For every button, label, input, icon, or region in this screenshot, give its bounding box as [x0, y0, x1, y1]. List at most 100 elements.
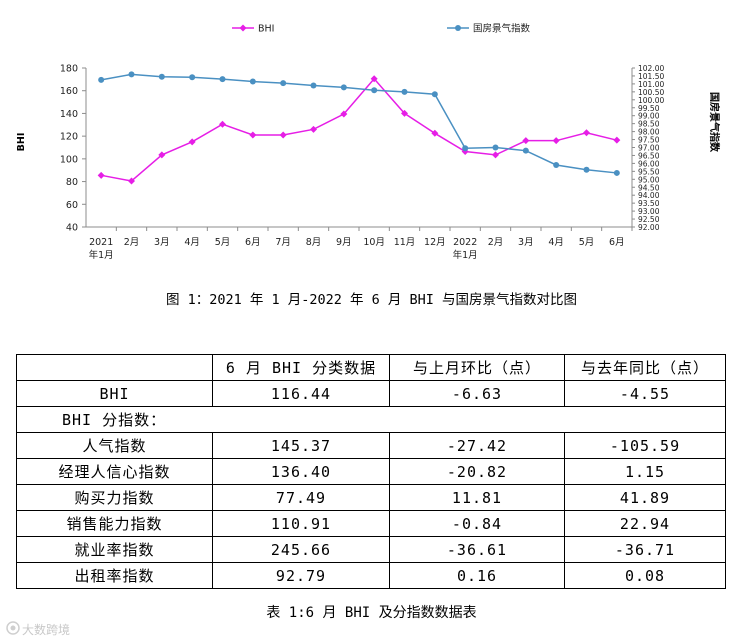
y-right-tick-label: 95.50: [638, 167, 660, 176]
watermark-text: 大数跨境: [22, 623, 71, 637]
watermark-logo-icon: [6, 621, 20, 635]
table-cell: -36.71: [564, 536, 726, 563]
table-row: 经理人信心指数 136.40 -20.82 1.15: [16, 458, 726, 485]
x-tick-label: 5月: [215, 237, 231, 248]
table-row: 购买力指数 77.49 11.81 41.89: [16, 484, 726, 511]
x-tick-label: 6月: [245, 237, 261, 248]
y-right-axis-title: 国房景气指数: [708, 92, 721, 153]
table-caption: 表 1:6 月 BHI 及分指数数据表: [266, 605, 477, 621]
y-right-tick-label: 92.50: [638, 215, 660, 224]
table-cell: -0.84: [389, 510, 565, 537]
section-label: BHI 分指数：: [16, 406, 390, 433]
series-2-point: [280, 80, 287, 87]
table-cell: 110.91: [212, 510, 390, 537]
x-tick-label: 7月: [275, 237, 291, 248]
y-left-tick-label: 160: [60, 86, 78, 97]
table-cell: 0.08: [564, 562, 726, 589]
table-cell: 245.66: [212, 536, 390, 563]
y-left-tick-label: 60: [66, 200, 78, 211]
series-2-point: [98, 76, 105, 83]
table-cell: -105.59: [564, 432, 726, 459]
x-tick-label: 11月: [394, 237, 416, 248]
series-2-point: [431, 91, 438, 98]
series-2-point: [189, 74, 196, 81]
section-empty: [389, 406, 726, 433]
table-cell: 1.15: [564, 458, 726, 485]
row-label: 人气指数: [16, 432, 213, 459]
figure-caption: 图 1：2021 年 1 月-2022 年 6 月 BHI 与国房景气指数对比图: [165, 292, 578, 308]
series-2-point: [371, 87, 378, 94]
series-1-point: [310, 125, 317, 133]
table-row: 销售能力指数 110.91 -0.84 22.94: [16, 510, 726, 537]
bhi-comparison-chart: 40 60 80 100 120 140 160 180 92.0092.5093.0093.5…: [16, 23, 721, 262]
series-2-point: [158, 73, 165, 80]
y-left-tick-label: 40: [66, 223, 78, 234]
bhi-data-table: 6 月 BHI 分类数据 与上月环比（点） 与去年同比（点） BHI 116.4…: [16, 354, 726, 589]
y-left-tick-label: 120: [60, 132, 78, 143]
series-1-point: [370, 75, 378, 83]
y-right-tick-label: 93.00: [638, 207, 660, 216]
x-tick-label: 3月: [154, 237, 170, 248]
table-row-bhi: BHI 116.44 -6.63 -4.55: [16, 380, 726, 407]
y-right-tick-label: 99.00: [638, 112, 660, 121]
series-2-point: [492, 144, 499, 151]
table-cell: -36.61: [389, 536, 565, 563]
y-right-tick-label: 98.50: [638, 120, 660, 129]
table-cell: 22.94: [564, 510, 726, 537]
table-section-row: BHI 分指数：: [16, 406, 726, 433]
table-cell: 0.16: [389, 562, 565, 589]
x-tick-label: 9月: [336, 237, 352, 248]
table-cell: 92.79: [212, 562, 390, 589]
series-2-point: [249, 78, 256, 85]
y-right-tick-label: 101.50: [638, 72, 664, 81]
series-2-point: [613, 169, 620, 176]
x-tick-label: 2月: [124, 237, 140, 248]
series-1-point: [219, 120, 226, 128]
table-cell: -27.42: [389, 432, 565, 459]
series-1-point: [158, 151, 166, 159]
row-label: 销售能力指数: [16, 510, 213, 537]
y-left-tick-label: 100: [60, 154, 78, 165]
y-left-tick-label: 140: [60, 109, 78, 120]
series-1-point: [249, 131, 257, 139]
y-right-tick-label: 97.50: [638, 136, 660, 145]
x-tick-label: 年1月: [89, 249, 114, 261]
y-right-tick-label: 97.00: [638, 144, 660, 153]
table-cell: -6.63: [389, 380, 565, 407]
row-label: 经理人信心指数: [16, 458, 213, 485]
series-1-point: [340, 110, 348, 118]
y-right-tick-label: 101.00: [638, 80, 664, 89]
series-1-point: [128, 177, 135, 185]
x-tick-label: 4月: [184, 237, 200, 248]
y-left-tick-label: 80: [66, 177, 78, 188]
x-tick-label: 12月: [424, 237, 446, 248]
table-cell: 41.89: [564, 484, 726, 511]
y-right-tick-label: 96.00: [638, 159, 660, 168]
table-row: 出租率指数 92.79 0.16 0.08: [16, 562, 726, 589]
table-cell: 77.49: [212, 484, 390, 511]
y-right-tick-label: 99.50: [638, 104, 660, 113]
y-left-tick-label: 180: [60, 64, 78, 75]
series-line-1: [101, 77, 618, 182]
y-right-tick-label: 98.00: [638, 128, 660, 137]
series-1-point: [552, 137, 560, 145]
table-cell: 116.44: [212, 380, 390, 407]
series-2-point: [401, 88, 408, 95]
row-label: BHI: [16, 380, 213, 407]
x-tick-label: 2021: [89, 237, 113, 248]
table-header-cell: [16, 354, 213, 381]
series-1-point: [583, 129, 590, 137]
series-2-point: [522, 147, 529, 154]
series-1-point: [401, 109, 408, 117]
table-header-cell: 与上月环比（点）: [389, 354, 565, 381]
y-right-tick-label: 95.00: [638, 175, 660, 184]
series-2-point: [340, 84, 347, 91]
x-tick-label: 3月: [518, 237, 534, 248]
row-label: 就业率指数: [16, 536, 213, 563]
series-1-point: [188, 138, 196, 146]
table-header-row: 6 月 BHI 分类数据 与上月环比（点） 与去年同比（点）: [16, 354, 726, 381]
legend-label: BHI: [258, 24, 274, 35]
series-1-point: [97, 171, 105, 179]
table-row: 就业率指数 245.66 -36.61 -36.71: [16, 536, 726, 563]
x-tick-label: 2月: [488, 237, 504, 248]
